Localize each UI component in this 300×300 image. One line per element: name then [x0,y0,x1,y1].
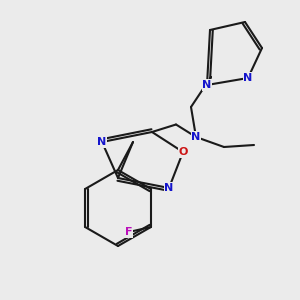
Text: N: N [191,132,201,142]
Text: N: N [243,73,253,83]
Text: F: F [125,227,133,237]
Text: N: N [98,137,106,147]
Text: N: N [164,183,174,193]
Text: O: O [178,147,188,157]
Text: N: N [202,80,211,90]
